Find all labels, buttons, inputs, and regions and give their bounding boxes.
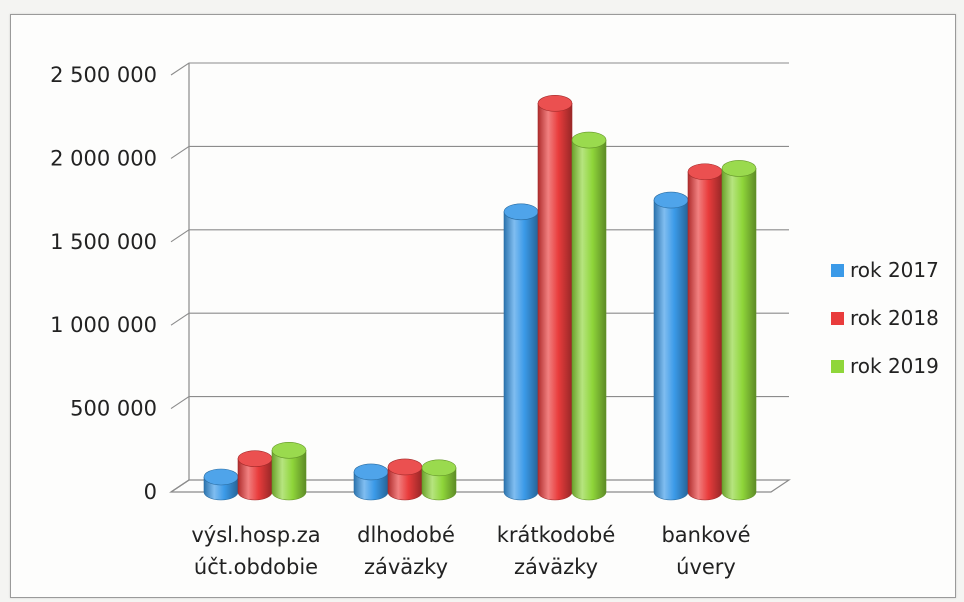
x-axis-categories: výsl.hosp.za účt.obdobie dlhodobé záväzky kr… — [191, 523, 750, 579]
bar — [687, 163, 723, 501]
gridlines — [170, 62, 789, 493]
bar — [421, 459, 457, 501]
bar — [353, 463, 389, 501]
legend-swatch — [831, 312, 844, 325]
bar-chart: 0 500 000 1 000 000 1 500 000 2 000 000 2 500… — [50, 62, 939, 579]
y-tick-label: 1 500 000 — [50, 230, 157, 254]
legend-swatch — [831, 264, 844, 277]
bar — [537, 95, 573, 501]
bar-top — [687, 163, 723, 181]
bar-top — [571, 131, 607, 149]
y-tick-label: 2 500 000 — [50, 63, 157, 87]
legend-item: rok 2019 — [831, 354, 939, 378]
bar-body — [271, 450, 307, 501]
bar-top — [237, 450, 273, 467]
legend-item: rok 2017 — [831, 258, 939, 282]
back-wall-edge — [170, 63, 190, 493]
y-tick-label: 1 000 000 — [50, 313, 157, 337]
bar-top — [537, 95, 573, 112]
bar — [653, 191, 689, 501]
y-axis-ticks: 0 500 000 1 000 000 1 500 000 2 000 000 2 500… — [50, 63, 157, 504]
legend-item: rok 2018 — [831, 306, 939, 330]
y-tick-label: 0 — [144, 480, 157, 504]
gridline — [170, 62, 789, 76]
x-category-label: výsl.hosp.za účt.obdobie — [191, 523, 320, 579]
chart-frame: 0 500 000 1 000 000 1 500 000 2 000 000 2 500… — [10, 14, 956, 598]
bar-top — [653, 191, 689, 209]
legend: rok 2017 rok 2018 rok 2019 — [831, 258, 939, 378]
bar — [503, 203, 539, 501]
bar-body — [653, 199, 689, 501]
bar-body — [571, 139, 607, 501]
gridline — [170, 145, 789, 159]
bar-top — [271, 441, 307, 459]
bar-top — [387, 458, 423, 476]
legend-swatch — [831, 360, 844, 373]
bar-top — [353, 463, 389, 481]
bar-top — [503, 203, 539, 221]
bar-body — [537, 103, 573, 501]
x-category-label: bankové úvery — [661, 523, 750, 579]
y-tick-label: 500 000 — [70, 397, 157, 421]
bar — [271, 441, 307, 501]
bars — [203, 95, 757, 501]
bar-body — [421, 467, 457, 501]
bar — [721, 160, 757, 501]
y-tick-label: 2 000 000 — [50, 146, 157, 170]
x-category-label: krátkodobé záväzky — [497, 523, 616, 579]
bar-body — [503, 211, 539, 501]
bar-top — [721, 160, 757, 177]
bar-body — [687, 171, 723, 501]
legend-label: rok 2018 — [850, 306, 939, 330]
bar-body — [721, 168, 757, 501]
bar — [387, 458, 423, 501]
legend-label: rok 2019 — [850, 354, 939, 378]
bar — [203, 468, 239, 501]
legend-label: rok 2017 — [850, 258, 939, 282]
x-category-label: dlhodobé záväzky — [357, 523, 455, 579]
bar — [571, 131, 607, 501]
bar-top — [421, 459, 457, 477]
bar-top — [203, 468, 239, 486]
bar — [237, 450, 273, 501]
